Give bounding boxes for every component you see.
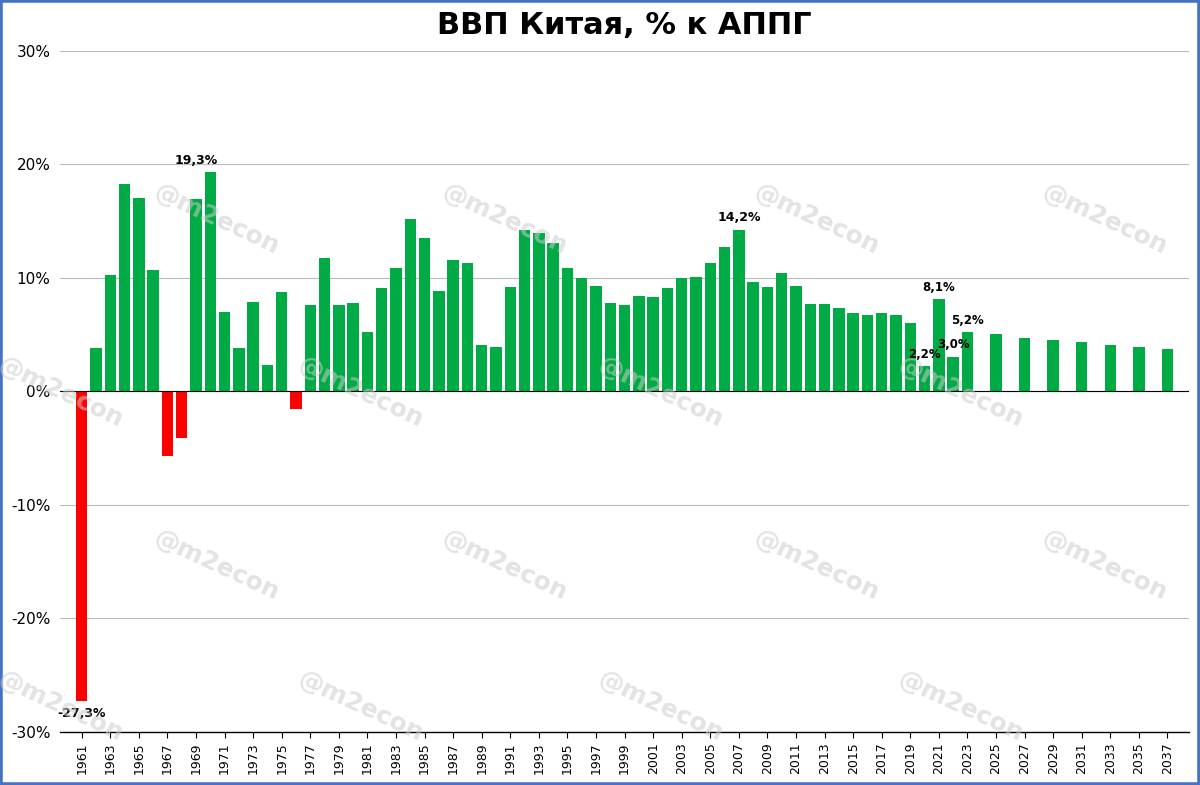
Bar [547, 243, 559, 391]
Text: @m2econ: @m2econ [894, 667, 1026, 746]
Bar [862, 315, 874, 391]
Text: 8,1%: 8,1% [923, 280, 955, 294]
Bar [361, 332, 373, 391]
Bar [433, 291, 445, 391]
Bar [634, 296, 644, 391]
Bar [847, 313, 859, 391]
Bar [247, 301, 259, 391]
Bar [505, 287, 516, 391]
Bar [1019, 338, 1031, 391]
Bar [961, 332, 973, 391]
Bar [919, 367, 930, 391]
Bar [590, 286, 601, 391]
Bar [104, 276, 116, 391]
Bar [818, 304, 830, 391]
Bar [533, 233, 545, 391]
Bar [1133, 347, 1145, 391]
Bar [404, 219, 416, 391]
Text: @m2econ: @m2econ [750, 526, 882, 604]
Bar [562, 268, 574, 391]
Text: @m2econ: @m2econ [0, 667, 126, 746]
Bar [233, 348, 245, 391]
Bar [319, 258, 330, 391]
Bar [276, 293, 288, 391]
Bar [305, 305, 316, 391]
Bar [518, 230, 530, 391]
Text: 5,2%: 5,2% [952, 313, 984, 327]
Bar [619, 305, 630, 391]
Bar [148, 270, 158, 391]
Text: @m2econ: @m2econ [750, 181, 882, 259]
Bar [791, 286, 802, 391]
Bar [704, 263, 716, 391]
Text: @m2econ: @m2econ [0, 353, 126, 432]
Bar [1105, 345, 1116, 391]
Bar [948, 357, 959, 391]
Text: @m2econ: @m2econ [594, 667, 726, 746]
Text: @m2econ: @m2econ [438, 526, 570, 604]
Bar [1048, 340, 1058, 391]
Text: @m2econ: @m2econ [438, 181, 570, 259]
Bar [191, 199, 202, 391]
Bar [476, 345, 487, 391]
Text: @m2econ: @m2econ [150, 181, 282, 259]
Bar [90, 348, 102, 391]
Bar [805, 304, 816, 391]
Bar [348, 303, 359, 391]
Text: -27,3%: -27,3% [58, 706, 106, 720]
Text: @m2econ: @m2econ [1038, 526, 1170, 604]
Title: ВВП Китая, % к АППГ: ВВП Китая, % к АППГ [437, 11, 812, 40]
Text: @m2econ: @m2econ [150, 526, 282, 604]
Bar [605, 303, 616, 391]
Bar [290, 391, 301, 409]
Bar [390, 268, 402, 391]
Text: @m2econ: @m2econ [294, 353, 426, 432]
Bar [1076, 342, 1087, 391]
Bar [448, 260, 458, 391]
Bar [376, 288, 388, 391]
Text: @m2econ: @m2econ [1038, 181, 1170, 259]
Bar [661, 288, 673, 391]
Bar [218, 312, 230, 391]
Bar [1162, 349, 1174, 391]
Bar [905, 323, 916, 391]
Bar [76, 391, 88, 701]
Text: 14,2%: 14,2% [718, 211, 761, 225]
Bar [762, 287, 773, 391]
Bar [719, 247, 731, 391]
Bar [934, 299, 944, 391]
Bar [890, 315, 901, 391]
Bar [876, 313, 888, 391]
Bar [119, 184, 131, 391]
Bar [748, 283, 758, 391]
Text: 3,0%: 3,0% [937, 338, 970, 352]
Bar [133, 199, 145, 391]
Bar [491, 347, 502, 391]
Bar [176, 391, 187, 438]
Text: @m2econ: @m2econ [294, 667, 426, 746]
Bar [576, 278, 588, 391]
Bar [419, 238, 431, 391]
Bar [462, 263, 473, 391]
Text: 2,2%: 2,2% [908, 348, 941, 360]
Bar [648, 297, 659, 391]
Bar [205, 172, 216, 391]
Bar [334, 305, 344, 391]
Bar [690, 276, 702, 391]
Text: @m2econ: @m2econ [594, 353, 726, 432]
Text: @m2econ: @m2econ [894, 353, 1026, 432]
Bar [990, 334, 1002, 391]
Text: 19,3%: 19,3% [174, 154, 217, 166]
Bar [676, 278, 688, 391]
Bar [733, 230, 745, 391]
Bar [262, 365, 274, 391]
Bar [833, 309, 845, 391]
Bar [162, 391, 173, 456]
Bar [776, 273, 787, 391]
